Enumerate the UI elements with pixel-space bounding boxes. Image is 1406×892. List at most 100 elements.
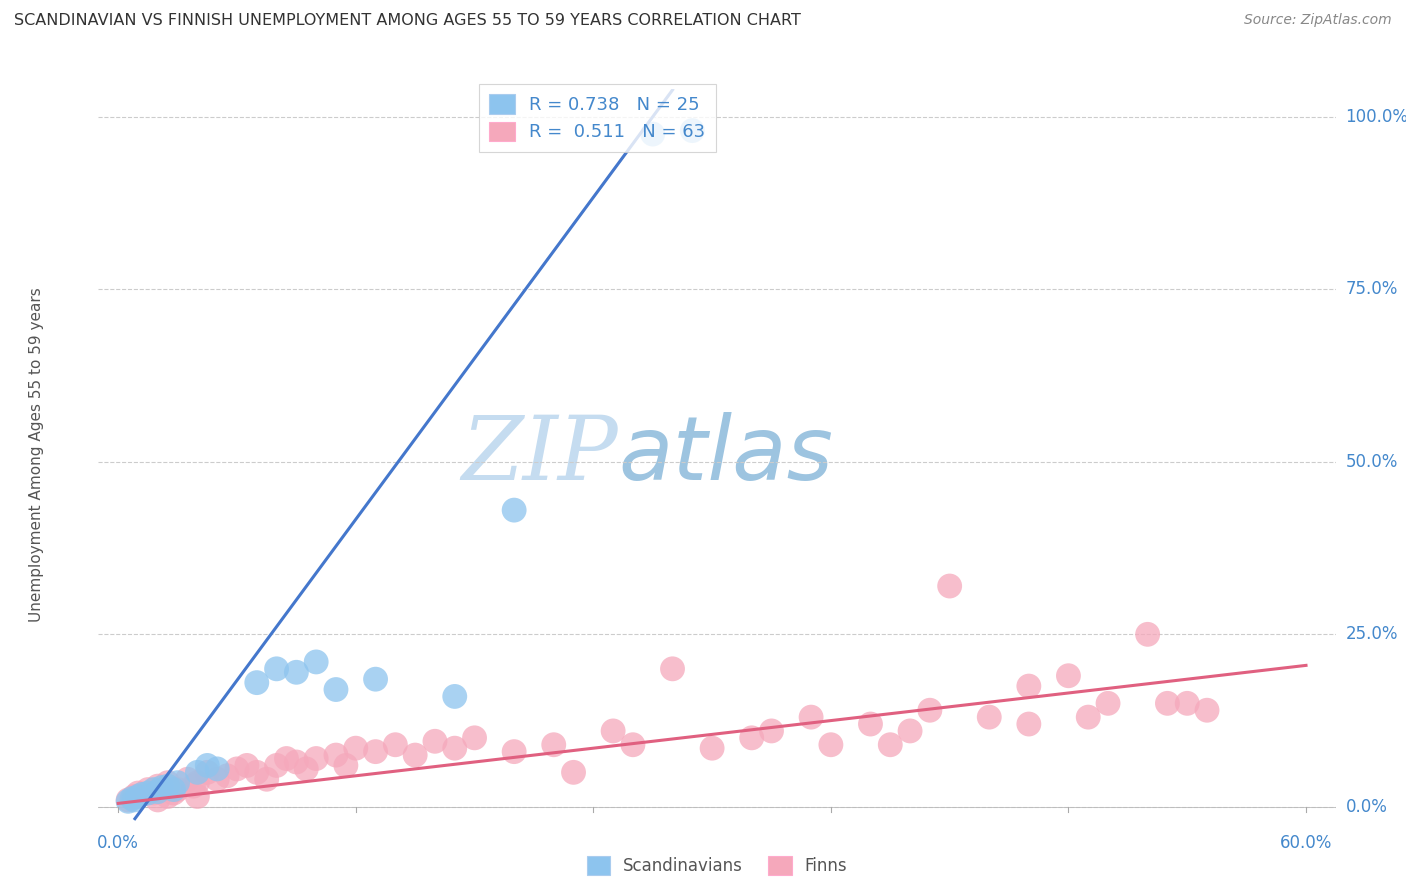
Point — [295, 762, 318, 776]
Point — [305, 655, 328, 669]
Point — [800, 710, 823, 724]
Point — [136, 782, 159, 797]
Point — [156, 789, 179, 804]
Text: 0.0%: 0.0% — [97, 834, 139, 853]
Point — [246, 675, 269, 690]
Point — [1097, 696, 1119, 710]
Point — [186, 765, 208, 780]
Text: 75.0%: 75.0% — [1346, 280, 1398, 298]
Point — [150, 780, 173, 795]
Point — [562, 765, 585, 780]
Text: SCANDINAVIAN VS FINNISH UNEMPLOYMENT AMONG AGES 55 TO 59 YEARS CORRELATION CHART: SCANDINAVIAN VS FINNISH UNEMPLOYMENT AMO… — [14, 13, 801, 29]
Point — [276, 751, 298, 765]
Point — [364, 672, 387, 686]
Point — [146, 785, 169, 799]
Point — [859, 717, 882, 731]
Point — [122, 793, 145, 807]
Point — [443, 741, 465, 756]
Point — [602, 723, 624, 738]
Point — [156, 775, 179, 789]
Point — [127, 789, 149, 804]
Point — [384, 738, 406, 752]
Point — [156, 779, 179, 793]
Legend: Scandinavians, Finns: Scandinavians, Finns — [581, 850, 853, 882]
Text: Unemployment Among Ages 55 to 59 years: Unemployment Among Ages 55 to 59 years — [30, 287, 44, 623]
Point — [205, 772, 228, 787]
Text: 50.0%: 50.0% — [1346, 453, 1398, 471]
Point — [183, 779, 205, 793]
Point — [344, 741, 367, 756]
Point — [146, 779, 169, 793]
Text: 100.0%: 100.0% — [1346, 108, 1406, 126]
Point — [761, 723, 783, 738]
Point — [364, 745, 387, 759]
Point — [117, 794, 139, 808]
Point — [1175, 696, 1198, 710]
Point — [236, 758, 259, 772]
Point — [266, 662, 288, 676]
Point — [503, 745, 526, 759]
Point — [1156, 696, 1178, 710]
Point — [1018, 717, 1040, 731]
Point — [305, 751, 328, 765]
Point — [122, 789, 145, 804]
Point — [166, 782, 188, 797]
Point — [117, 793, 139, 807]
Point — [285, 665, 308, 680]
Point — [979, 710, 1001, 724]
Point — [1077, 710, 1099, 724]
Point — [661, 662, 683, 676]
Point — [142, 782, 165, 797]
Text: 25.0%: 25.0% — [1346, 625, 1398, 643]
Point — [464, 731, 486, 745]
Point — [205, 762, 228, 776]
Point — [681, 123, 703, 137]
Text: Source: ZipAtlas.com: Source: ZipAtlas.com — [1244, 13, 1392, 28]
Point — [186, 789, 208, 804]
Point — [142, 786, 165, 800]
Point — [543, 738, 565, 752]
Point — [285, 755, 308, 769]
Point — [621, 738, 644, 752]
Point — [325, 682, 347, 697]
Point — [641, 127, 664, 141]
Point — [1057, 669, 1080, 683]
Point — [700, 741, 723, 756]
Point — [404, 748, 426, 763]
Text: atlas: atlas — [619, 412, 832, 498]
Point — [325, 748, 347, 763]
Point — [195, 758, 218, 772]
Text: 0.0%: 0.0% — [1346, 797, 1388, 816]
Point — [131, 788, 153, 802]
Point — [741, 731, 763, 745]
Point — [879, 738, 901, 752]
Point — [195, 765, 218, 780]
Point — [163, 782, 186, 797]
Point — [226, 762, 249, 776]
Point — [938, 579, 960, 593]
Point — [443, 690, 465, 704]
Point — [820, 738, 842, 752]
Point — [898, 723, 921, 738]
Point — [246, 765, 269, 780]
Point — [136, 786, 159, 800]
Point — [146, 793, 169, 807]
Text: 60.0%: 60.0% — [1279, 834, 1333, 853]
Point — [1136, 627, 1159, 641]
Point — [217, 769, 239, 783]
Point — [176, 772, 198, 787]
Point — [256, 772, 278, 787]
Point — [1018, 679, 1040, 693]
Point — [163, 786, 186, 800]
Text: ZIP: ZIP — [461, 411, 619, 499]
Point — [121, 791, 143, 805]
Point — [166, 775, 188, 789]
Point — [266, 758, 288, 772]
Point — [131, 788, 153, 802]
Point — [1195, 703, 1218, 717]
Point — [186, 775, 208, 789]
Point — [503, 503, 526, 517]
Point — [127, 786, 149, 800]
Point — [335, 758, 357, 772]
Point — [423, 734, 446, 748]
